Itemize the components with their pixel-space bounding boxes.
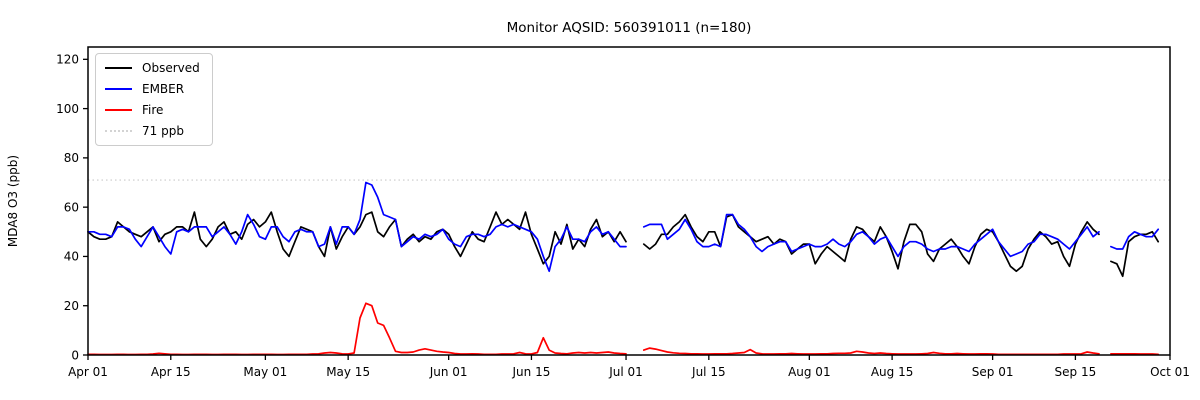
y-tick-label: 100 — [56, 102, 79, 116]
x-tick-label: Sep 01 — [972, 365, 1014, 379]
x-tick-label: Apr 01 — [68, 365, 108, 379]
series-line-fire — [1110, 352, 1160, 356]
series-line-fire — [642, 347, 1100, 356]
legend-item-fire: Fire — [105, 103, 200, 117]
chart-title: Monitor AQSID: 560391011 (n=180) — [506, 20, 752, 36]
x-tick-label: May 01 — [243, 365, 287, 379]
x-tick-label: Aug 15 — [871, 365, 914, 379]
x-tick-label: Apr 15 — [151, 365, 191, 379]
x-tick-label: Jun 15 — [512, 365, 551, 379]
y-tick-label: 20 — [64, 299, 79, 313]
series-line-ember — [87, 181, 627, 273]
legend: Observed EMBER Fire 71 ppb — [95, 53, 213, 146]
legend-item-observed: Observed — [105, 61, 200, 75]
x-tick-label: Jul 15 — [691, 365, 726, 379]
y-tick-label: 80 — [64, 151, 79, 165]
x-tick-label: May 15 — [326, 365, 370, 379]
series-line-observed — [87, 211, 627, 265]
y-tick-label: 120 — [56, 53, 79, 67]
x-tick-label: Sep 15 — [1055, 365, 1097, 379]
x-tick-label: Jun 01 — [429, 365, 468, 379]
legend-label-observed: Observed — [142, 61, 200, 75]
y-axis-label: MDA8 O3 (ppb) — [6, 154, 20, 248]
x-tick-label: Jul 01 — [608, 365, 643, 379]
series-line-ember — [1110, 228, 1160, 250]
legend-item-ember: EMBER — [105, 82, 200, 96]
ember-line-sample — [105, 88, 132, 90]
y-tick-label: 0 — [71, 348, 79, 362]
x-tick-label: Oct 01 — [1150, 365, 1190, 379]
series-line-ember — [642, 213, 1100, 258]
observed-line-sample — [105, 67, 132, 69]
legend-label-fire: Fire — [142, 103, 164, 117]
series-line-fire — [87, 302, 627, 356]
y-tick-label: 40 — [64, 250, 79, 264]
legend-label-ember: EMBER — [142, 82, 185, 96]
legend-item-threshold: 71 ppb — [105, 124, 200, 138]
legend-label-threshold: 71 ppb — [142, 124, 184, 138]
series-line-observed — [1110, 230, 1160, 278]
fire-line-sample — [105, 109, 132, 111]
x-tick-label: Aug 01 — [788, 365, 831, 379]
plot-border — [87, 46, 1171, 356]
y-tick-label: 60 — [64, 200, 79, 214]
threshold-line-sample — [105, 130, 132, 132]
